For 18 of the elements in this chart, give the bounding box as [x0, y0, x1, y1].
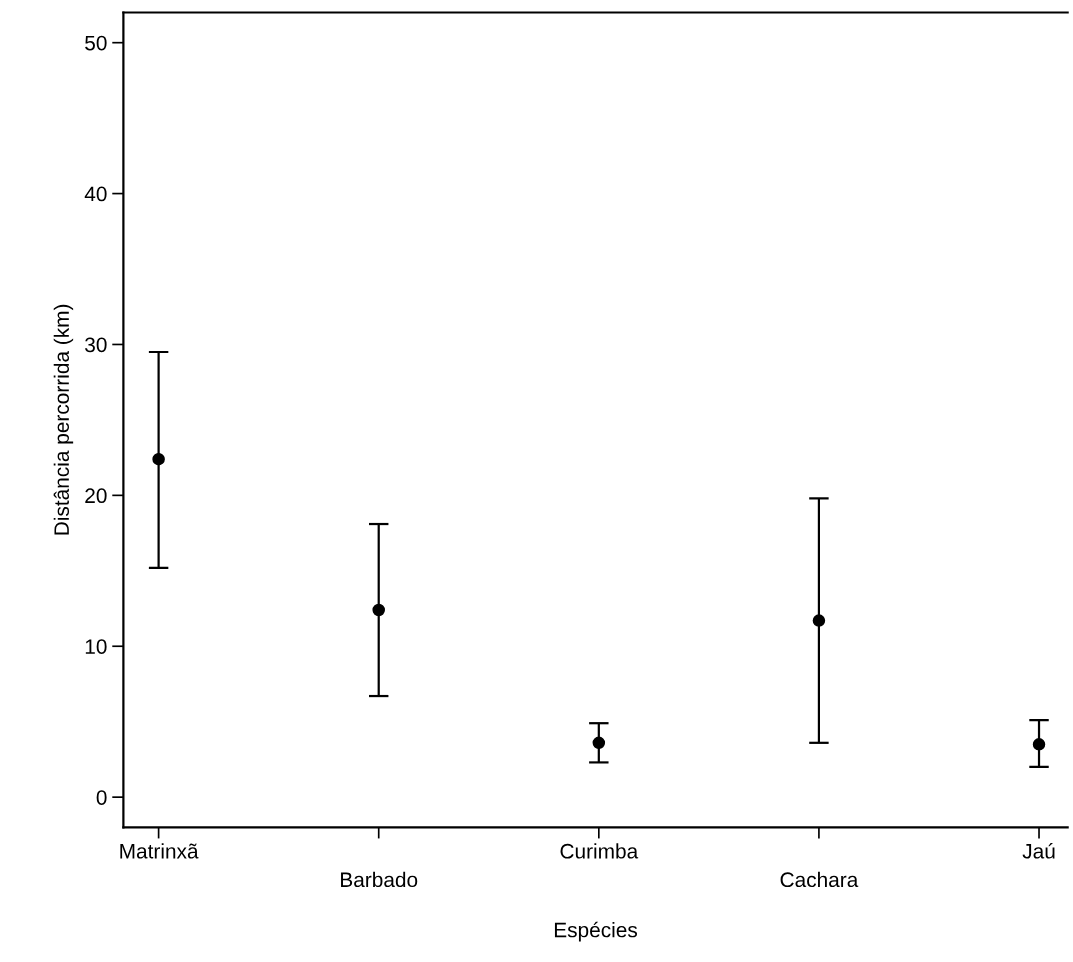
- point: [592, 736, 606, 750]
- y-tick-label: 40: [84, 186, 107, 202]
- x-tick-label: Curimba: [560, 843, 639, 859]
- point: [812, 614, 826, 627]
- x-tick-label: Barbado: [341, 871, 418, 888]
- y-axis-title: Distância percorrida (km): [53, 304, 74, 535]
- y-tick-label: 50: [85, 35, 107, 51]
- y-tick-label: 10: [85, 639, 107, 654]
- x-tick-label: Cachara: [780, 871, 859, 888]
- x-axis-title: Espécies: [554, 921, 638, 942]
- point: [372, 603, 385, 617]
- point: [152, 452, 165, 466]
- x-tick-label: Jaú: [1022, 843, 1055, 859]
- x-tick-label: Matrinxã: [120, 843, 199, 859]
- y-tick-label: 0: [96, 790, 107, 805]
- y-tick-label: 20: [85, 488, 107, 504]
- y-tick-label: 30: [85, 337, 107, 353]
- point: [1032, 738, 1046, 751]
